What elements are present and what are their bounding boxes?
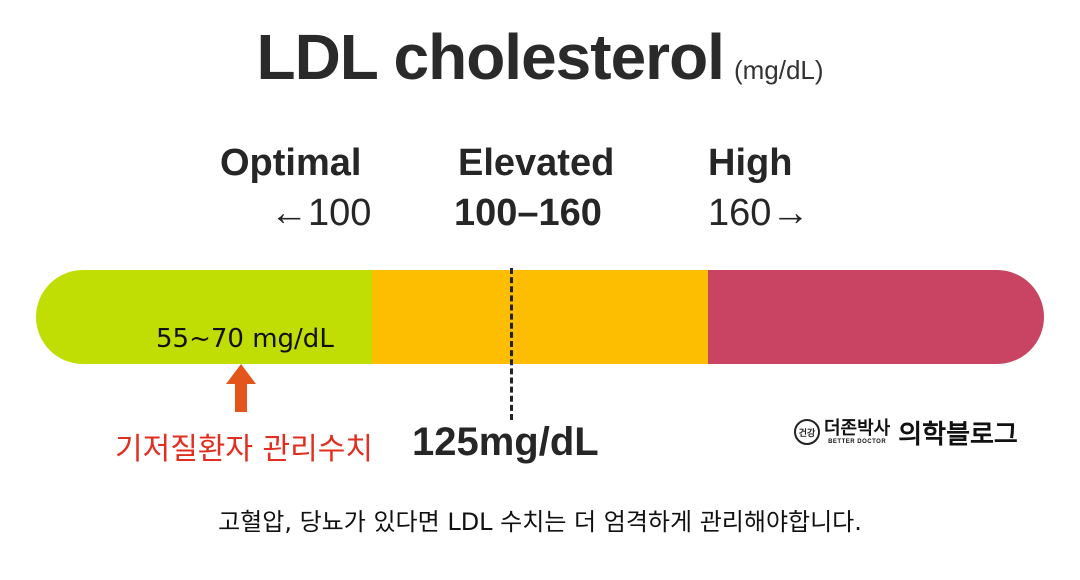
target-caption: 기저질환자 관리수치 bbox=[115, 432, 373, 467]
marker-dashed-line bbox=[510, 268, 513, 420]
category-label-elevated: Elevated bbox=[458, 142, 615, 184]
category-range-high: 160→ bbox=[708, 192, 810, 234]
category-label-optimal: Optimal bbox=[220, 142, 362, 184]
category-range-optimal: ←100 bbox=[270, 192, 372, 234]
segment-optimal bbox=[36, 270, 372, 364]
marker-value-label: 125mg/dL bbox=[412, 420, 599, 464]
category-range-elevated: 100–160 bbox=[454, 192, 602, 234]
category-label-high: High bbox=[708, 142, 793, 184]
logo-blog-text: 의학블로그 bbox=[898, 419, 1018, 450]
up-arrow-icon bbox=[226, 364, 256, 412]
logo-subtitle: BETTER DOCTOR bbox=[828, 438, 887, 445]
target-range-label: 55~70 mg/dL bbox=[156, 324, 334, 354]
logo-brand-block: 더존박사 BETTER DOCTOR bbox=[824, 417, 891, 445]
ldl-range-bar bbox=[36, 270, 1044, 364]
blog-logo: 건강 더존박사 BETTER DOCTOR 의학블로그 bbox=[794, 414, 1018, 450]
footer-note: 고혈압, 당뇨가 있다면 LDL 수치는 더 엄격하게 관리해야합니다. bbox=[218, 508, 862, 536]
title-unit: (mg/dL) bbox=[733, 55, 824, 85]
title-text: LDL cholesterol bbox=[256, 21, 724, 93]
segment-elevated bbox=[372, 270, 708, 364]
chart-title: LDL cholesterol (mg/dL) bbox=[0, 20, 1080, 94]
logo-badge: 건강 bbox=[794, 419, 820, 445]
segment-high bbox=[708, 270, 1044, 364]
logo-brand: 더존박사 bbox=[824, 417, 891, 439]
